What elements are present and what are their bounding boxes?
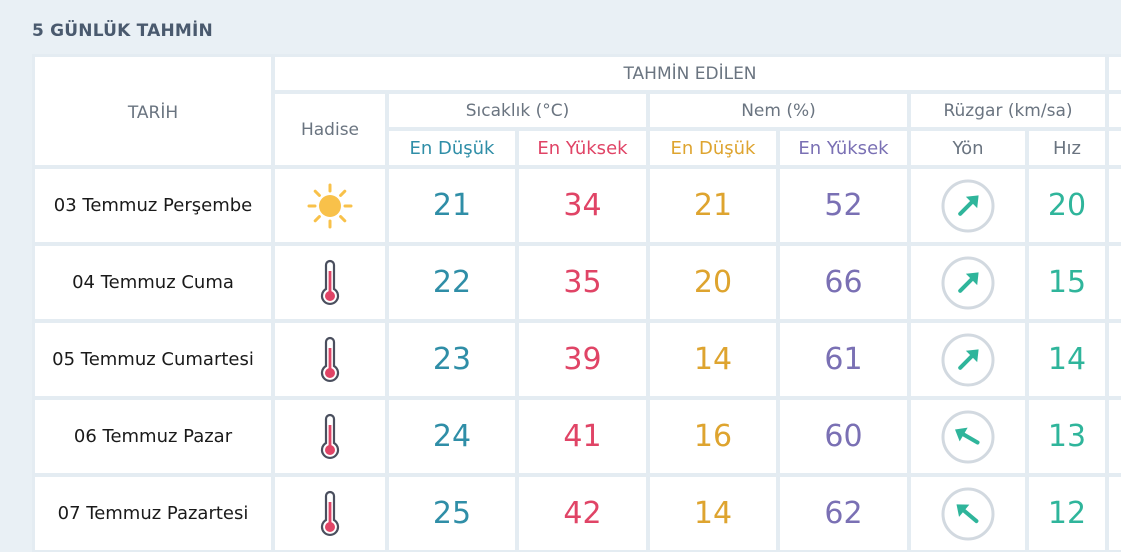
header-wind-speed-label: Hız xyxy=(1053,137,1081,159)
row-date: 05 Temmuz Cumartesi xyxy=(35,323,271,396)
row-date: 03 Temmuz Perşembe xyxy=(35,169,271,242)
thermometer-icon xyxy=(275,477,385,550)
header-hum-max: En Yüksek xyxy=(780,131,907,165)
header-date: TARİH xyxy=(35,57,271,165)
thermometer-icon xyxy=(275,246,385,319)
row-hum-max: 52 xyxy=(780,169,907,242)
page-title: 5 GÜNLÜK TAHMİN xyxy=(32,21,213,41)
header-wind-label: Rüzgar (km/sa) xyxy=(943,100,1073,121)
row-temp-min: 23 xyxy=(389,323,515,396)
wind-direction-icon xyxy=(911,477,1025,550)
header-hum-max-label: En Yüksek xyxy=(798,137,889,159)
row-wind-speed: 12 xyxy=(1029,477,1105,550)
row-hum-max: 66 xyxy=(780,246,907,319)
wind-direction-icon xyxy=(911,169,1025,242)
row-hum-min: 14 xyxy=(650,477,776,550)
row-wind-speed: 20 xyxy=(1029,169,1105,242)
header-hum-min-label: En Düşük xyxy=(670,137,756,159)
header-forecast: TAHMİN EDİLEN xyxy=(275,57,1105,90)
row-hum-min: 14 xyxy=(650,323,776,396)
row-wind-speed: 14 xyxy=(1029,323,1105,396)
row-temp-max: 42 xyxy=(519,477,646,550)
header-extra-column xyxy=(1109,57,1121,90)
header-temperature-label: Sıcaklık (°C) xyxy=(465,100,570,121)
row-hum-min: 16 xyxy=(650,400,776,473)
header-temp-min-label: En Düşük xyxy=(409,137,495,159)
header-extra-column-2 xyxy=(1109,94,1121,127)
thermometer-icon xyxy=(275,400,385,473)
sun-icon xyxy=(275,169,385,242)
row-temp-min: 21 xyxy=(389,169,515,242)
header-wind-direction-label: Yön xyxy=(952,137,984,159)
row-hum-min: 20 xyxy=(650,246,776,319)
thermometer-icon xyxy=(275,323,385,396)
header-extra-column-3 xyxy=(1109,131,1121,165)
row-temp-min: 25 xyxy=(389,477,515,550)
row-temp-max: 41 xyxy=(519,400,646,473)
header-wind: Rüzgar (km/sa) xyxy=(911,94,1105,127)
header-date-label: TARİH xyxy=(127,103,179,123)
row-temp-max: 34 xyxy=(519,169,646,242)
header-forecast-label: TAHMİN EDİLEN xyxy=(623,63,757,84)
header-humidity: Nem (%) xyxy=(650,94,907,127)
extra-column-cell xyxy=(1109,400,1121,473)
extra-column-cell xyxy=(1109,477,1121,550)
header-temp-min: En Düşük xyxy=(389,131,515,165)
row-hum-max: 62 xyxy=(780,477,907,550)
row-date: 06 Temmuz Pazar xyxy=(35,400,271,473)
header-wind-direction: Yön xyxy=(911,131,1025,165)
extra-column-cell xyxy=(1109,323,1121,396)
row-date: 04 Temmuz Cuma xyxy=(35,246,271,319)
row-temp-min: 22 xyxy=(389,246,515,319)
row-temp-max: 39 xyxy=(519,323,646,396)
row-temp-min: 24 xyxy=(389,400,515,473)
extra-column-cell xyxy=(1109,246,1121,319)
forecast-table: TARİH TAHMİN EDİLEN Hadise Sıcaklık (°C)… xyxy=(32,54,1121,552)
header-hum-min: En Düşük xyxy=(650,131,776,165)
row-wind-speed: 13 xyxy=(1029,400,1105,473)
header-humidity-label: Nem (%) xyxy=(741,100,816,121)
row-hum-max: 60 xyxy=(780,400,907,473)
row-temp-max: 35 xyxy=(519,246,646,319)
extra-column-cell xyxy=(1109,169,1121,242)
row-date: 07 Temmuz Pazartesi xyxy=(35,477,271,550)
row-wind-speed: 15 xyxy=(1029,246,1105,319)
header-temp-max-label: En Yüksek xyxy=(537,137,628,159)
wind-direction-icon xyxy=(911,323,1025,396)
header-wind-speed: Hız xyxy=(1029,131,1105,165)
header-temperature: Sıcaklık (°C) xyxy=(389,94,646,127)
wind-direction-icon xyxy=(911,246,1025,319)
header-event-label: Hadise xyxy=(300,119,360,140)
wind-direction-icon xyxy=(911,400,1025,473)
header-event: Hadise xyxy=(275,94,385,165)
row-hum-max: 61 xyxy=(780,323,907,396)
header-temp-max: En Yüksek xyxy=(519,131,646,165)
row-hum-min: 21 xyxy=(650,169,776,242)
